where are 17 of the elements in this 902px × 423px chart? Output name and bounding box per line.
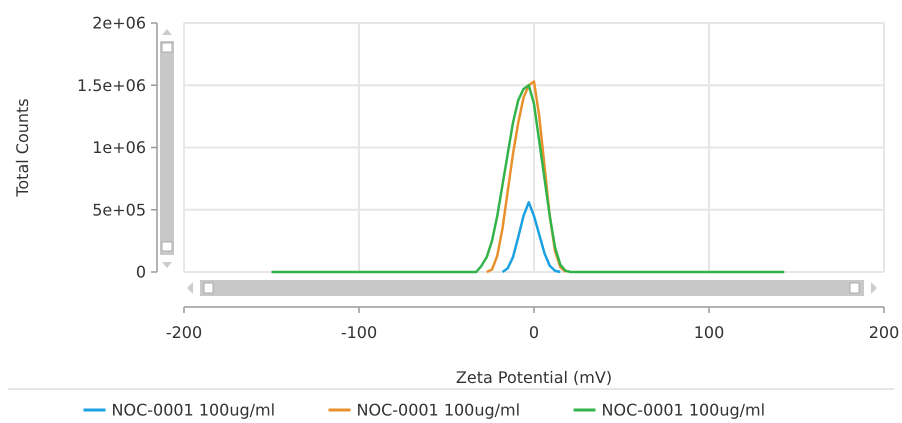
x-tick-label: -100 [340, 323, 378, 342]
y-axis-title: Total Counts [13, 98, 32, 198]
legend-label: NOC-0001 100ug/ml [112, 400, 276, 420]
line-series [501, 201, 562, 274]
x-axis-title: Zeta Potential (mV) [456, 368, 612, 387]
x-tick-label: -200 [166, 323, 202, 342]
x-tick-label: 100 [694, 323, 724, 342]
y-tick-label: 5e+05 [92, 200, 146, 220]
x-tick-label: 200 [868, 323, 900, 342]
legend-label: NOC-0001 100ug/ml [602, 400, 766, 420]
legend-label: NOC-0001 100ug/ml [356, 400, 520, 420]
y-tick-label: 1.5e+06 [76, 76, 146, 95]
y-tick-label: 0 [136, 262, 146, 282]
y-tick-label: 2e+06 [92, 14, 146, 33]
line-series [270, 84, 786, 274]
x-tick-label: 0 [528, 323, 540, 342]
y-tick-label: 1e+06 [92, 138, 146, 158]
